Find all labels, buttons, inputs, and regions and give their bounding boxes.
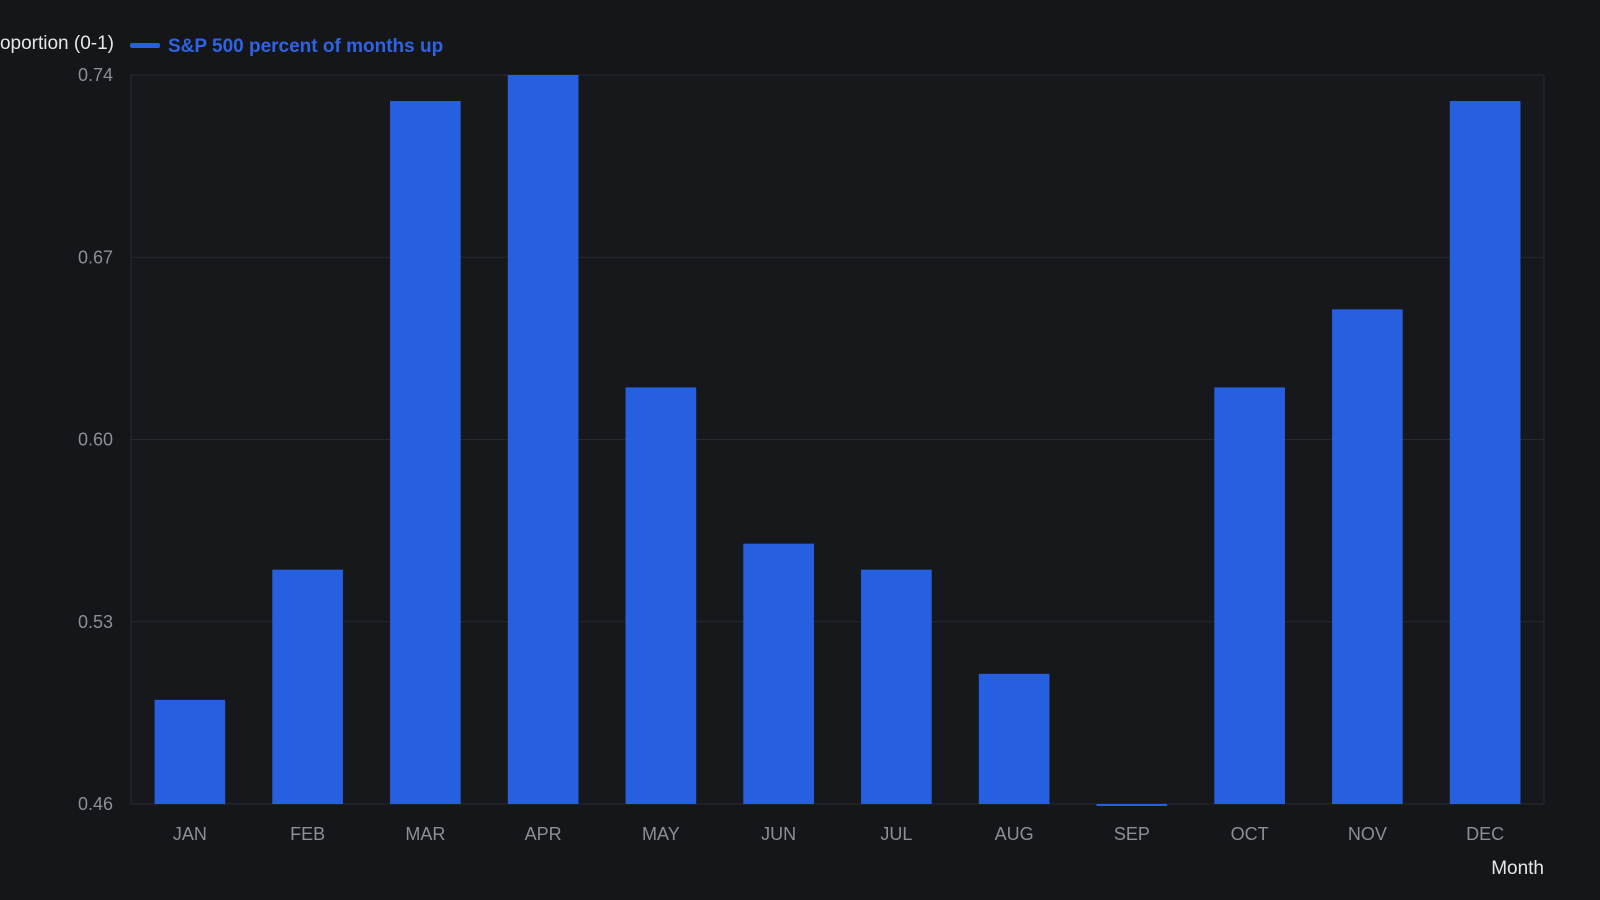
x-tick-label: OCT xyxy=(1231,824,1269,844)
bar-nov xyxy=(1332,309,1403,804)
legend-label: S&P 500 percent of months up xyxy=(168,36,443,57)
y-tick-label: 0.74 xyxy=(78,65,113,85)
y-tick-label: 0.60 xyxy=(78,430,113,450)
x-tick-label: AUG xyxy=(995,824,1034,844)
x-tick-label: NOV xyxy=(1348,824,1387,844)
x-tick-label: JAN xyxy=(173,824,207,844)
bar-jun xyxy=(743,543,814,804)
x-tick-label: SEP xyxy=(1114,824,1150,844)
bar-apr xyxy=(507,75,579,804)
x-axis-ticks: JAN FEB MAR APR MAY JUN JUL AUG SEP OCT NOV DEC xyxy=(173,824,1504,844)
y-axis-ticks: 0.74 0.67 0.60 0.53 0.46 xyxy=(78,65,113,814)
y-tick-label: 0.53 xyxy=(78,612,113,632)
y-axis-title: Proportion (0-1) xyxy=(0,33,114,54)
x-axis-title: Month xyxy=(1491,858,1544,879)
grid-lines xyxy=(131,74,1544,805)
legend: S&P 500 percent of months up xyxy=(130,36,443,57)
x-tick-label: DEC xyxy=(1466,824,1504,844)
bars xyxy=(154,75,1521,806)
bar-feb xyxy=(272,569,343,804)
bar-oct xyxy=(1214,387,1285,804)
x-tick-label: JUN xyxy=(761,824,796,844)
bar-dec xyxy=(1449,101,1521,805)
bar-may xyxy=(625,387,697,804)
x-tick-label: MAR xyxy=(405,824,445,844)
bar-aug xyxy=(978,673,1050,804)
bar-sep xyxy=(1096,804,1168,806)
y-tick-label: 0.46 xyxy=(78,794,113,814)
x-tick-label: FEB xyxy=(290,824,325,844)
x-tick-label: MAY xyxy=(642,824,680,844)
y-tick-label: 0.67 xyxy=(78,247,113,267)
x-tick-label: APR xyxy=(525,824,562,844)
bar-jan xyxy=(154,699,226,804)
x-tick-label: JUL xyxy=(880,824,912,844)
bar-jul xyxy=(861,569,932,804)
legend-swatch xyxy=(130,43,160,48)
bar-mar xyxy=(390,101,461,805)
